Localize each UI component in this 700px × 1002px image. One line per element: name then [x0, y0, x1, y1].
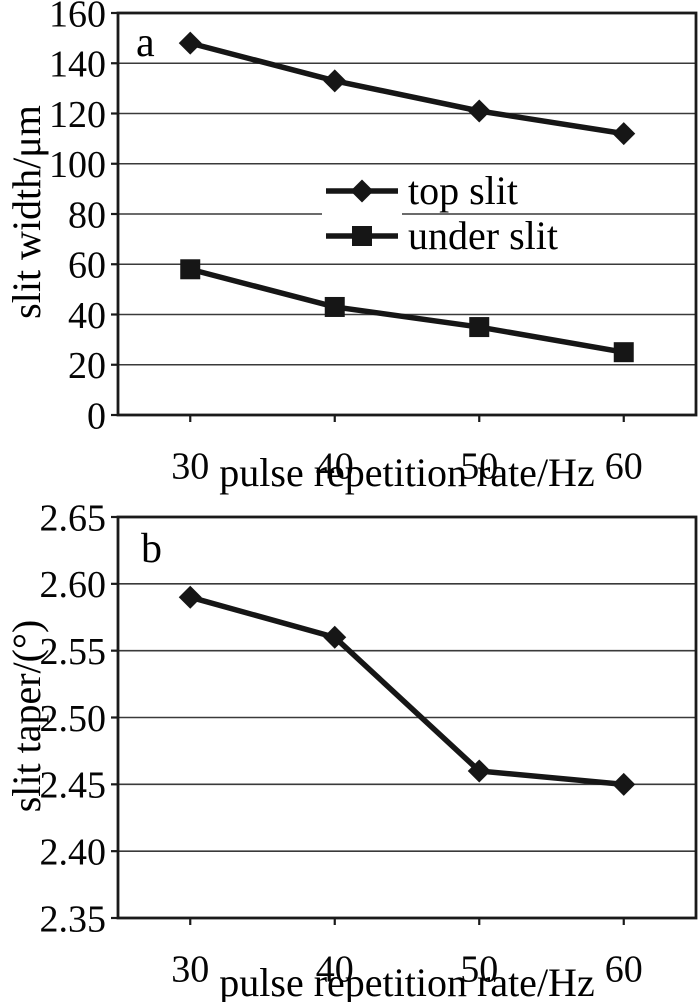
panel-a-label: a: [136, 20, 155, 66]
x-tick-label: 30: [171, 948, 209, 990]
under-slit-square-marker: [469, 317, 490, 338]
slit-taper-diamond-marker: [612, 772, 636, 796]
slit-taper-diamond-marker: [178, 585, 202, 609]
under-slit-square-marker: [613, 342, 634, 363]
under-slit-square-marker: [324, 296, 345, 317]
slit-taper-diamond-marker: [467, 759, 491, 783]
x-axis-title-a: pulse repetition rate/Hz: [219, 450, 595, 495]
y-tick-label: 2.50: [40, 698, 107, 740]
y-tick-label: 2.65: [40, 497, 107, 539]
y-tick-label: 2.40: [40, 831, 107, 873]
y-tick-label: 2.60: [40, 564, 107, 606]
y-tick-label: 100: [49, 144, 106, 186]
under-slit-square-marker: [180, 259, 201, 280]
y-axis-title-b: slit taper/(°): [4, 619, 49, 813]
y-tick-label: 140: [49, 44, 106, 86]
plot-box: [116, 11, 698, 417]
series-line-top-slit: [187, 40, 627, 137]
y-tick-label: 80: [68, 194, 106, 236]
y-axis-title-a: slit width/μm: [4, 105, 49, 319]
series-line-under-slit: [187, 266, 627, 355]
top-slit-diamond-marker: [612, 122, 636, 146]
y-tick-label: 60: [68, 245, 106, 287]
x-tick-label: 50: [460, 445, 498, 487]
x-axis-title-b: pulse repetition rate/Hz: [219, 960, 595, 1002]
x-tick-label: 40: [316, 948, 354, 990]
legend-label-top-slit: top slit: [408, 168, 519, 213]
legend-top-slit-diamond-marker: [350, 179, 374, 203]
y-tick-label: 2.45: [40, 765, 107, 807]
legend-label-under-slit: under slit: [408, 213, 558, 258]
x-tick-label: 60: [605, 948, 643, 990]
top-slit-diamond-marker: [178, 31, 202, 55]
series-line-slit-taper: [187, 594, 627, 788]
slit-taper-diamond-marker: [323, 625, 347, 649]
y-tick-label: 20: [68, 345, 106, 387]
x-tick-label: 50: [460, 948, 498, 990]
y-tick-label: 160: [49, 0, 106, 35]
legend-under-slit-square-marker: [352, 226, 372, 246]
top-slit-diamond-marker: [323, 69, 347, 93]
y-tick-label: 2.35: [40, 898, 107, 940]
y-tick-label: 0: [87, 395, 106, 437]
y-tick-label: 2.55: [40, 631, 107, 673]
x-tick-label: 60: [605, 445, 643, 487]
panel-b-label: b: [141, 526, 162, 572]
plot-box: [116, 515, 698, 920]
y-tick-label: 120: [49, 94, 106, 136]
x-tick-label: 30: [171, 445, 209, 487]
x-tick-label: 40: [316, 445, 354, 487]
top-slit-diamond-marker: [467, 99, 491, 123]
y-tick-label: 40: [68, 295, 106, 337]
